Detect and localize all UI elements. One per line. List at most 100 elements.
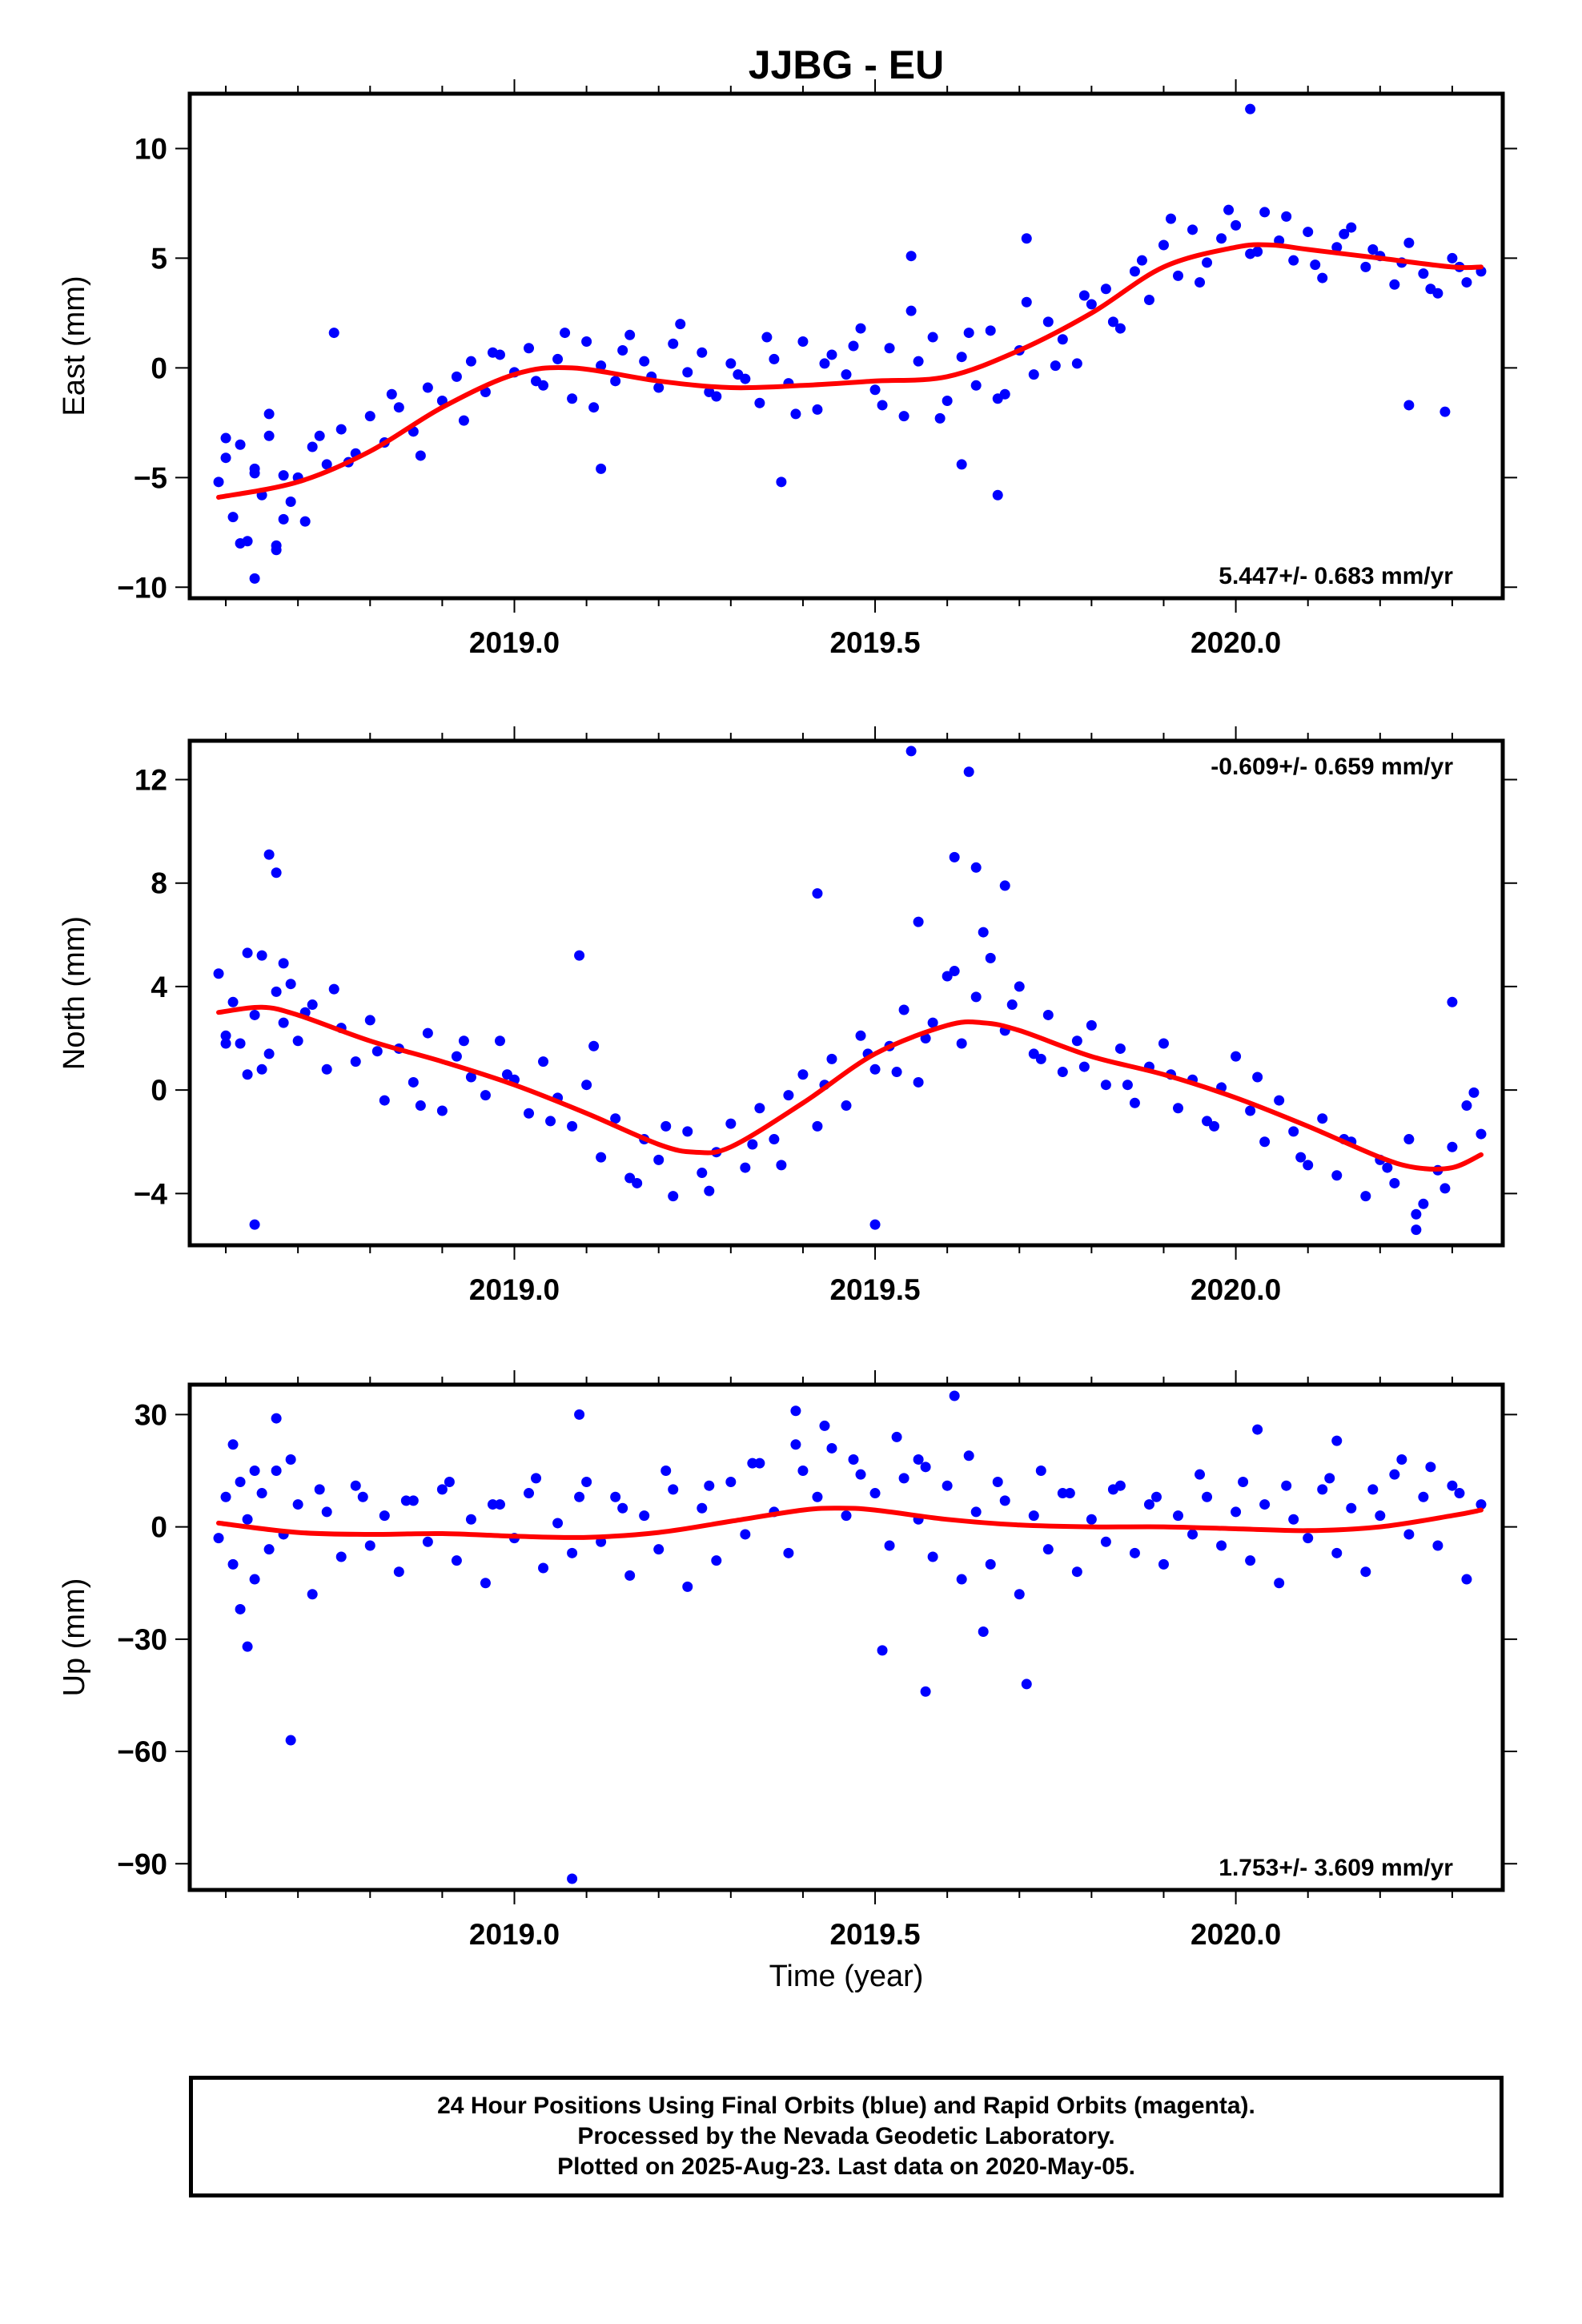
east-data-point bbox=[956, 352, 967, 363]
up-data-point bbox=[869, 1488, 881, 1499]
up-data-point bbox=[285, 1454, 296, 1465]
east-data-point bbox=[263, 430, 275, 441]
up-data-point bbox=[249, 1574, 260, 1585]
up-data-point bbox=[819, 1420, 830, 1431]
up-data-point bbox=[1454, 1488, 1465, 1499]
east-data-point bbox=[588, 402, 600, 413]
east-data-point bbox=[1310, 259, 1321, 271]
up-data-point bbox=[1021, 1679, 1032, 1690]
east-data-point bbox=[639, 356, 650, 367]
east-plot-area bbox=[213, 103, 1487, 584]
north-data-point bbox=[783, 1090, 794, 1101]
up-data-point bbox=[1447, 1480, 1458, 1491]
east-data-point bbox=[465, 356, 476, 367]
up-y-tick-label: 30 bbox=[135, 1398, 167, 1431]
up-data-point bbox=[920, 1462, 931, 1473]
up-data-point bbox=[949, 1390, 960, 1401]
up-data-point bbox=[704, 1480, 715, 1491]
up-data-point bbox=[1403, 1529, 1415, 1540]
east-data-point bbox=[581, 336, 592, 348]
north-data-point bbox=[1173, 1103, 1184, 1114]
north-data-point bbox=[451, 1051, 462, 1062]
up-data-point bbox=[242, 1514, 253, 1525]
north-data-point bbox=[1295, 1152, 1307, 1163]
north-data-point bbox=[970, 862, 982, 873]
north-x-tick-label: 2020.0 bbox=[1191, 1273, 1281, 1306]
north-data-point bbox=[697, 1168, 708, 1179]
up-data-point bbox=[271, 1413, 282, 1424]
north-data-point bbox=[812, 888, 823, 899]
up-data-point bbox=[725, 1477, 737, 1488]
east-data-point bbox=[1187, 224, 1199, 235]
east-y-tick-label: 0 bbox=[151, 352, 167, 384]
east-data-point bbox=[415, 450, 426, 461]
east-data-point bbox=[314, 430, 325, 441]
east-data-point bbox=[1231, 219, 1242, 231]
north-data-point bbox=[227, 996, 239, 1007]
east-data-point bbox=[552, 353, 564, 364]
north-data-point bbox=[927, 1017, 938, 1028]
east-data-point bbox=[235, 538, 246, 549]
up-data-point bbox=[1367, 1484, 1379, 1495]
up-data-point bbox=[985, 1558, 996, 1570]
east-data-point bbox=[596, 463, 607, 474]
east-data-point bbox=[812, 404, 823, 415]
up-x-tick-label: 2019.0 bbox=[469, 1918, 560, 1951]
up-data-point bbox=[1035, 1466, 1046, 1477]
north-data-point bbox=[271, 986, 282, 997]
north-data-point bbox=[1331, 1170, 1343, 1181]
north-data-point bbox=[263, 849, 275, 860]
north-data-point bbox=[278, 1017, 289, 1028]
north-data-point bbox=[942, 971, 953, 982]
north-data-point bbox=[682, 1126, 693, 1137]
north-data-point bbox=[1114, 1043, 1126, 1054]
north-data-point bbox=[1057, 1067, 1068, 1078]
up-data-point bbox=[1346, 1502, 1357, 1514]
north-data-point bbox=[220, 1030, 231, 1041]
east-data-point bbox=[869, 384, 881, 396]
east-data-point bbox=[567, 393, 578, 404]
east-data-point bbox=[235, 439, 246, 450]
up-data-point bbox=[855, 1469, 866, 1480]
up-data-point bbox=[999, 1495, 1010, 1506]
north-data-point bbox=[970, 991, 982, 1003]
east-data-point bbox=[877, 400, 888, 411]
east-data-point bbox=[1303, 227, 1314, 238]
up-y-tick-label: −60 bbox=[117, 1735, 167, 1768]
east-data-point bbox=[1158, 239, 1169, 251]
north-data-point bbox=[379, 1095, 390, 1106]
chart-title: JJBG - EU bbox=[749, 42, 945, 87]
east-data-point bbox=[992, 489, 1003, 501]
up-data-point bbox=[1389, 0, 1399, 6]
north-data-point bbox=[1403, 1134, 1415, 1145]
up-x-tick-label: 2019.5 bbox=[829, 1918, 920, 1951]
up-data-point bbox=[249, 1466, 260, 1477]
north-data-point bbox=[747, 1139, 758, 1150]
up-panel: 2019.0 2019.5 2020.0 −90 −60 −30 0 30 Up (mm) 1.7… bbox=[58, 0, 1517, 1951]
north-data-point bbox=[494, 1035, 505, 1047]
east-data-point bbox=[271, 540, 282, 551]
north-data-point bbox=[754, 1103, 765, 1114]
east-data-point bbox=[1028, 369, 1039, 380]
up-data-point bbox=[271, 1466, 282, 1477]
footer-caption: 24 Hour Positions Using Final Orbits (bl… bbox=[189, 2076, 1504, 2197]
east-data-point bbox=[675, 319, 686, 330]
north-data-point bbox=[285, 979, 296, 990]
east-data-point bbox=[970, 380, 982, 391]
up-data-point bbox=[357, 1491, 368, 1502]
north-data-point bbox=[963, 766, 974, 778]
up-data-point bbox=[1476, 1499, 1487, 1510]
up-data-point bbox=[1324, 1473, 1335, 1484]
north-data-point bbox=[538, 1056, 549, 1068]
east-data-point bbox=[841, 369, 852, 380]
up-data-point bbox=[213, 1533, 224, 1544]
north-data-point bbox=[1252, 1072, 1263, 1083]
up-data-point bbox=[1202, 1491, 1213, 1502]
north-data-point bbox=[1476, 1128, 1487, 1140]
east-data-point bbox=[1288, 255, 1299, 266]
north-data-point bbox=[278, 958, 289, 969]
north-data-point bbox=[1100, 1080, 1111, 1091]
footer-line-1: 24 Hour Positions Using Final Orbits (bl… bbox=[437, 2093, 1255, 2119]
up-data-point bbox=[740, 1529, 751, 1540]
north-y-tick-label: 4 bbox=[151, 971, 167, 1003]
